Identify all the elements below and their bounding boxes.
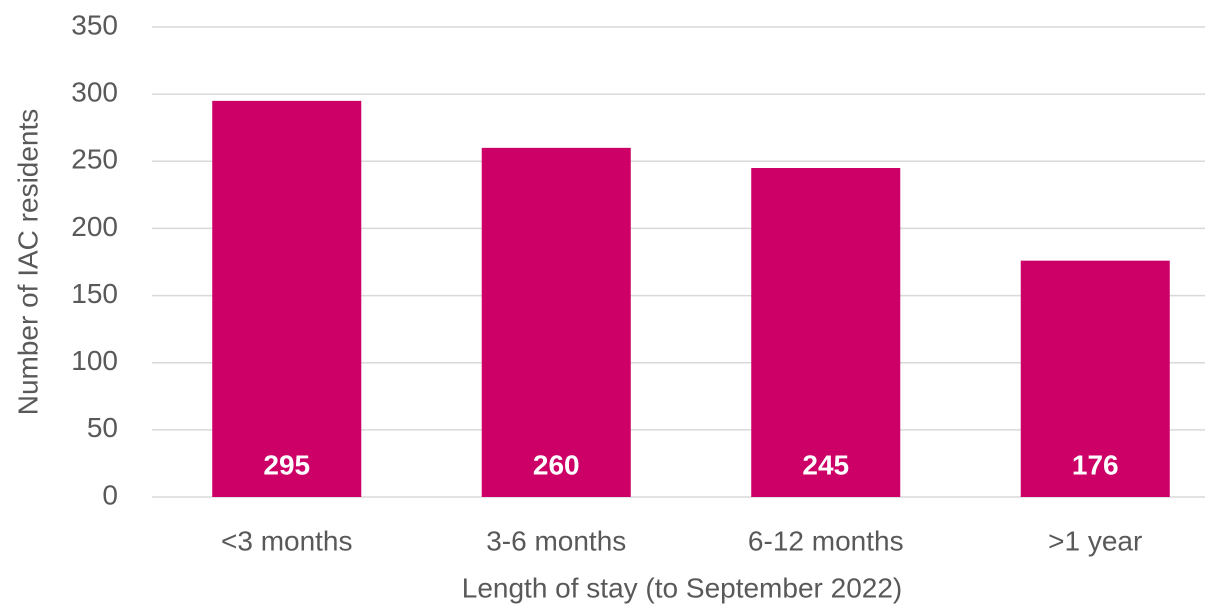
x-tick-label: >1 year <box>1048 525 1142 556</box>
bar <box>751 168 901 497</box>
bar <box>212 100 362 497</box>
y-tick-label: 50 <box>87 412 118 443</box>
y-tick-label: 250 <box>71 144 118 175</box>
x-tick-label: 6-12 months <box>748 525 904 556</box>
x-tick-label: <3 months <box>221 525 353 556</box>
bar <box>481 147 631 497</box>
y-tick-label: 200 <box>71 211 118 242</box>
y-tick-label: 300 <box>71 77 118 108</box>
y-tick-label: 150 <box>71 278 118 309</box>
y-axis-title: Number of IAC residents <box>12 109 43 416</box>
value-label: 176 <box>1072 449 1119 480</box>
y-tick-label: 0 <box>102 479 118 510</box>
y-tick-label: 100 <box>71 345 118 376</box>
x-axis-title: Length of stay (to September 2022) <box>462 572 903 603</box>
value-label: 260 <box>533 449 580 480</box>
x-tick-label: 3-6 months <box>486 525 626 556</box>
y-tick-label: 350 <box>71 9 118 40</box>
value-label: 295 <box>263 449 310 480</box>
bar <box>1020 260 1170 497</box>
value-label: 245 <box>802 449 849 480</box>
